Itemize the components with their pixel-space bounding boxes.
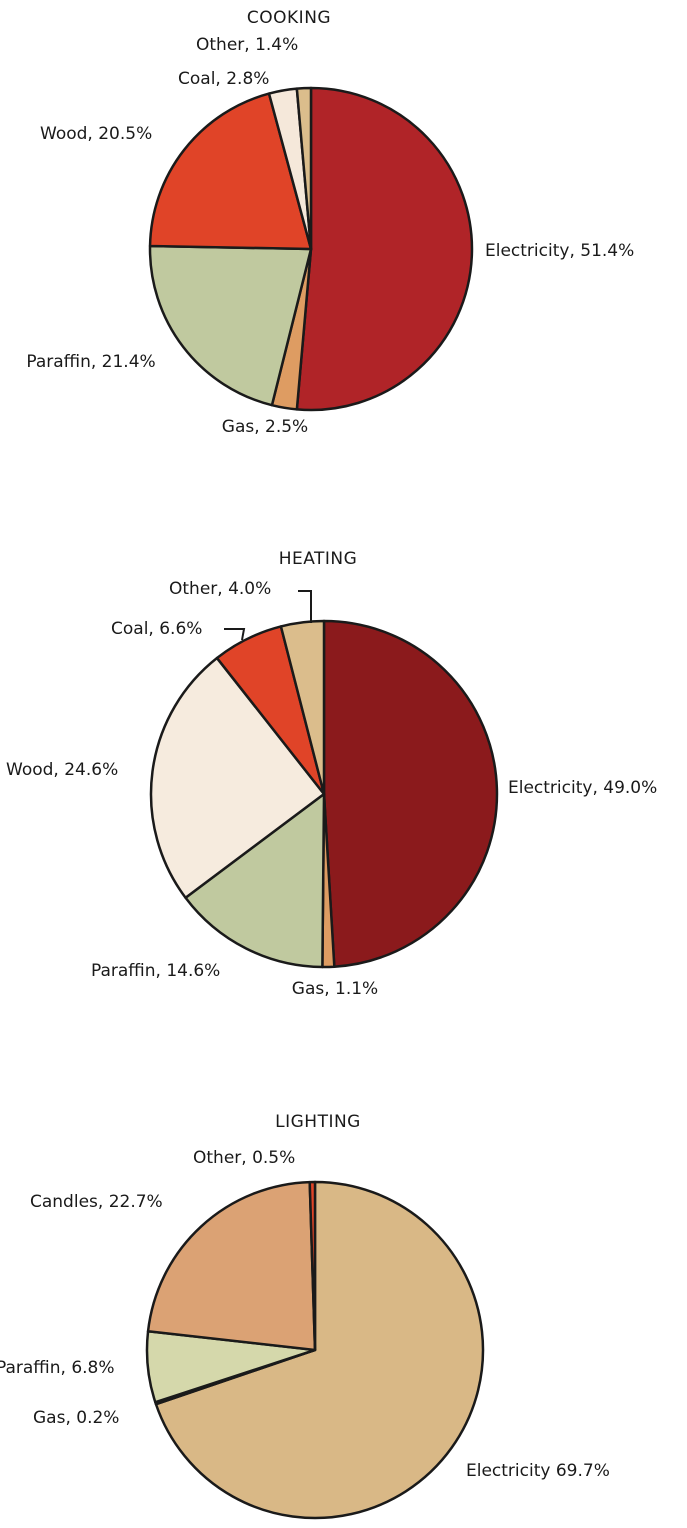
chart-lighting: LIGHTING Electricity 69.7% Gas, 0.2% Par… [0,1112,610,1520]
pie-slice-paraffin [148,244,313,407]
slice-label-other: Other, 4.0% [169,579,271,599]
chart-title: LIGHTING [275,1112,361,1132]
pie-slice-candles [146,1180,317,1352]
slice-label-coal: Coal, 6.6% [111,619,202,639]
pie-slice-paraffin [184,792,326,969]
leader-line-coal [224,628,246,641]
slice-label-wood: Wood, 20.5% [40,124,152,144]
pie-slice-wood [148,92,313,251]
slice-label-paraffin: Paraffin, 6.8% [0,1358,115,1378]
slice-label-gas: Gas, 1.1% [292,979,378,999]
pie-slice-other [308,1180,317,1352]
slice-label-paraffin: Paraffin, 14.6% [91,961,220,981]
leader-line-other [298,590,312,623]
pie-slice-electricity [295,86,474,412]
pie-cooking [148,86,474,412]
pie-slice-electricity [322,619,499,968]
pie-lighting [145,1180,485,1520]
slice-label-gas: Gas, 0.2% [33,1408,119,1428]
chart-heating: HEATING Electricity, 49.0% Gas, 1.1% Par… [6,549,657,999]
pie-slice-other [295,86,313,251]
slice-label-electricity: Electricity, 49.0% [508,778,657,798]
pie-slice-wood [149,656,326,899]
pie-slice-other [279,619,326,796]
slice-label-other: Other, 0.5% [193,1148,295,1168]
slice-label-candles: Candles, 22.7% [30,1192,163,1212]
pie-heating [149,619,499,969]
slice-label-paraffin: Paraffin, 21.4% [26,352,155,372]
slice-label-other: Other, 1.4% [196,35,298,55]
chart-cooking: COOKING Electricity, 51.4% Gas, 2.5% Par… [26,8,634,437]
slice-label-electricity: Electricity 69.7% [466,1461,610,1481]
slice-label-wood: Wood, 24.6% [6,760,118,780]
slice-label-gas: Gas, 2.5% [222,417,308,437]
slice-label-coal: Coal, 2.8% [178,69,269,89]
chart-title: HEATING [279,549,358,569]
chart-title: COOKING [247,8,331,28]
slice-label-electricity: Electricity, 51.4% [485,241,634,261]
pie-slice-electricity [154,1180,485,1520]
